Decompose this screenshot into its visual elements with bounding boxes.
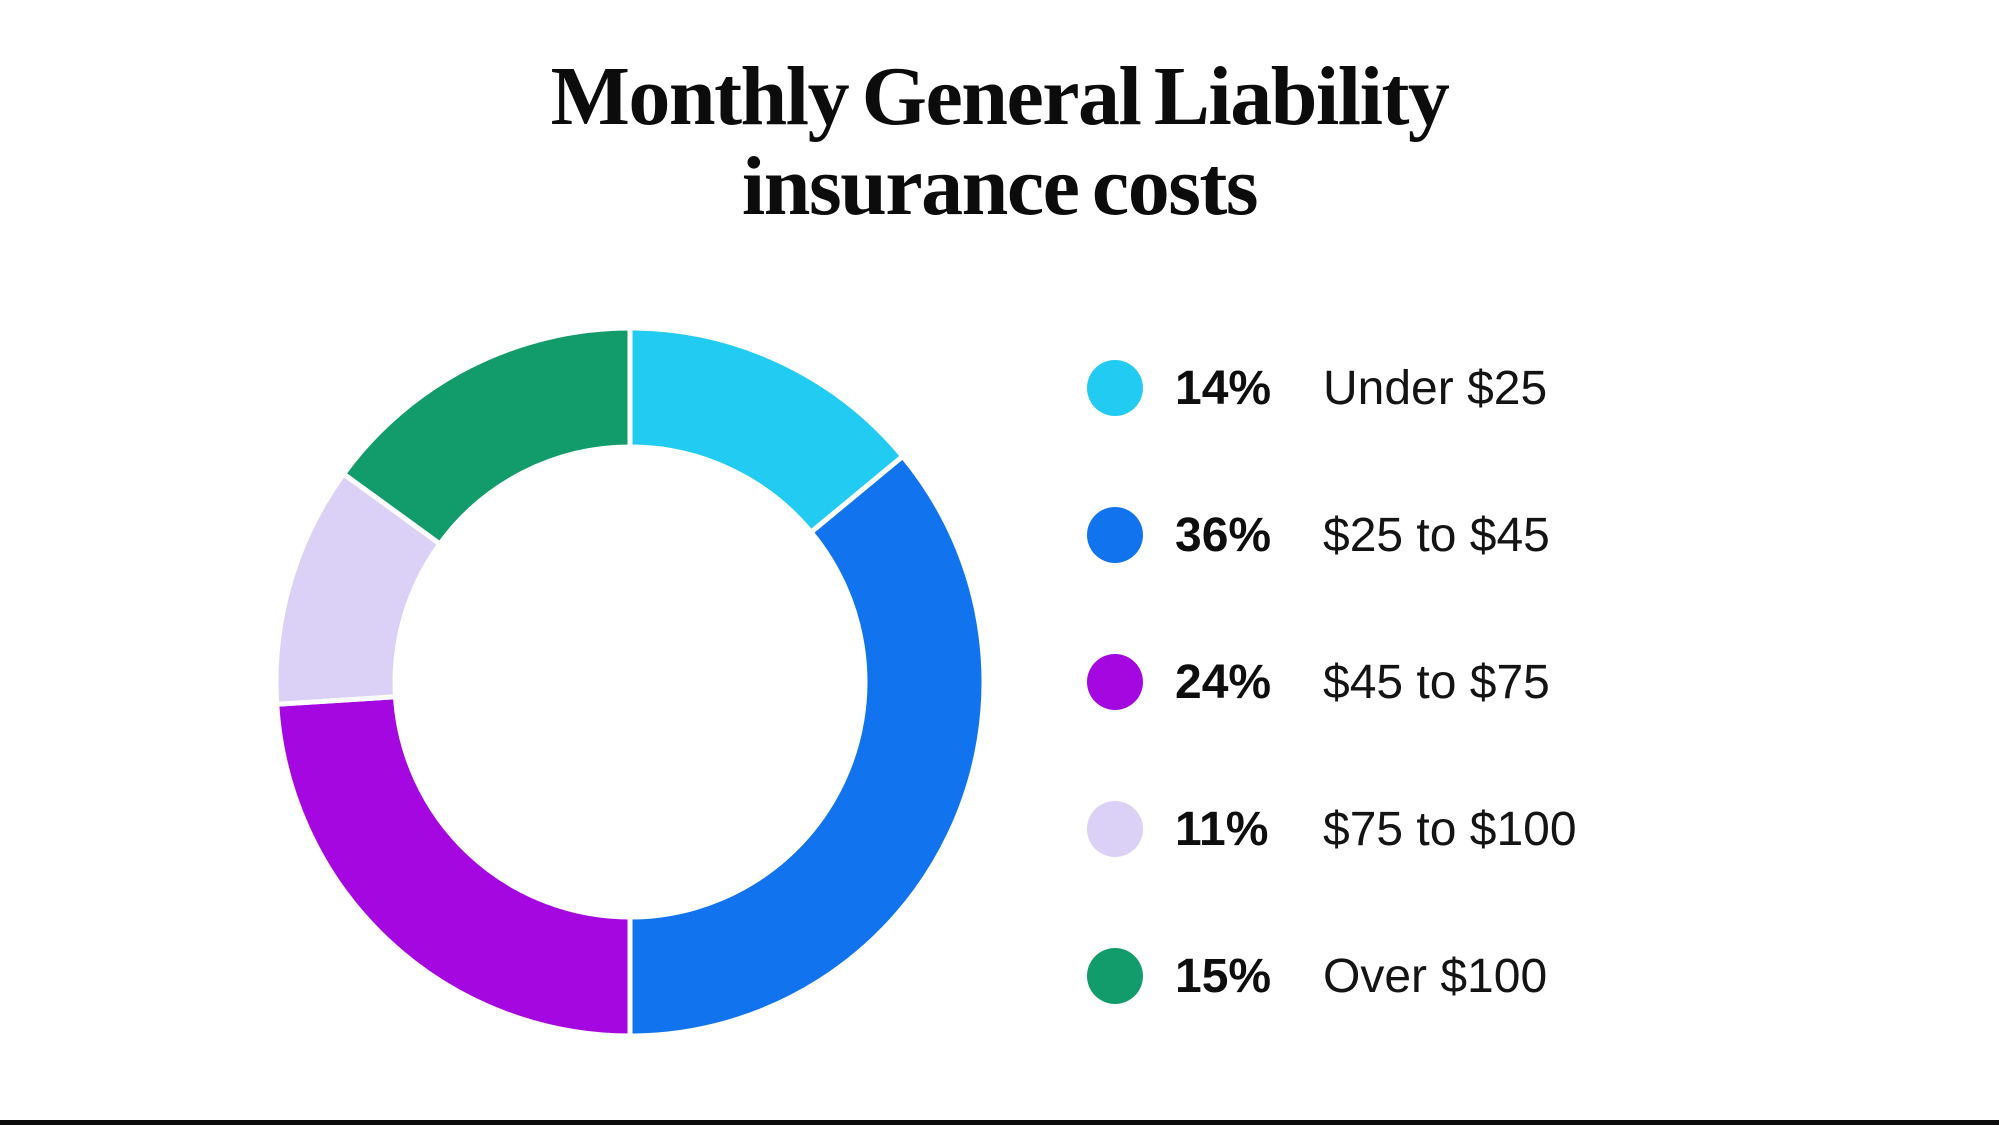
chart-title: Monthly General Liability insurance cost… bbox=[0, 52, 1999, 232]
legend-dot-over-100 bbox=[1087, 948, 1143, 1004]
legend-percent: 11% bbox=[1175, 802, 1269, 856]
donut-chart bbox=[272, 324, 988, 1040]
legend-item: 14% Under $25 bbox=[1087, 360, 1577, 416]
legend-dot-45-to-75 bbox=[1087, 654, 1143, 710]
legend-label: $75 to $100 bbox=[1323, 802, 1577, 856]
donut-slice bbox=[340, 325, 633, 548]
legend-percent: 15% bbox=[1175, 949, 1272, 1003]
legend-percent: 24% bbox=[1175, 655, 1272, 709]
legend-dot-under-25 bbox=[1087, 360, 1143, 416]
chart-title-line-2: insurance costs bbox=[741, 139, 1259, 233]
legend-percent: 14% bbox=[1175, 361, 1272, 415]
legend-label: $45 to $75 bbox=[1323, 655, 1550, 709]
donut-slice bbox=[274, 694, 633, 1039]
bottom-bar bbox=[0, 1120, 1999, 1125]
legend-label: $25 to $45 bbox=[1323, 508, 1550, 562]
legend-dot-75-to-100 bbox=[1087, 801, 1143, 857]
legend-item: 24% $45 to $75 bbox=[1087, 654, 1577, 710]
donut-chart-svg bbox=[273, 325, 987, 1039]
donut-slice bbox=[627, 452, 987, 1039]
legend-item: 36% $25 to $45 bbox=[1087, 507, 1577, 563]
legend-percent: 36% bbox=[1175, 508, 1272, 562]
legend-item: 11% $75 to $100 bbox=[1087, 801, 1577, 857]
chart-title-line-1: Monthly General Liability bbox=[550, 50, 1450, 143]
legend-label: Over $100 bbox=[1323, 949, 1548, 1003]
legend-label: Under $25 bbox=[1323, 361, 1548, 415]
legend-dot-25-to-45 bbox=[1087, 507, 1143, 563]
chart-legend: 14% Under $25 36% $25 to $45 24% $45 to … bbox=[1087, 360, 1577, 1095]
legend-item: 15% Over $100 bbox=[1087, 948, 1577, 1004]
